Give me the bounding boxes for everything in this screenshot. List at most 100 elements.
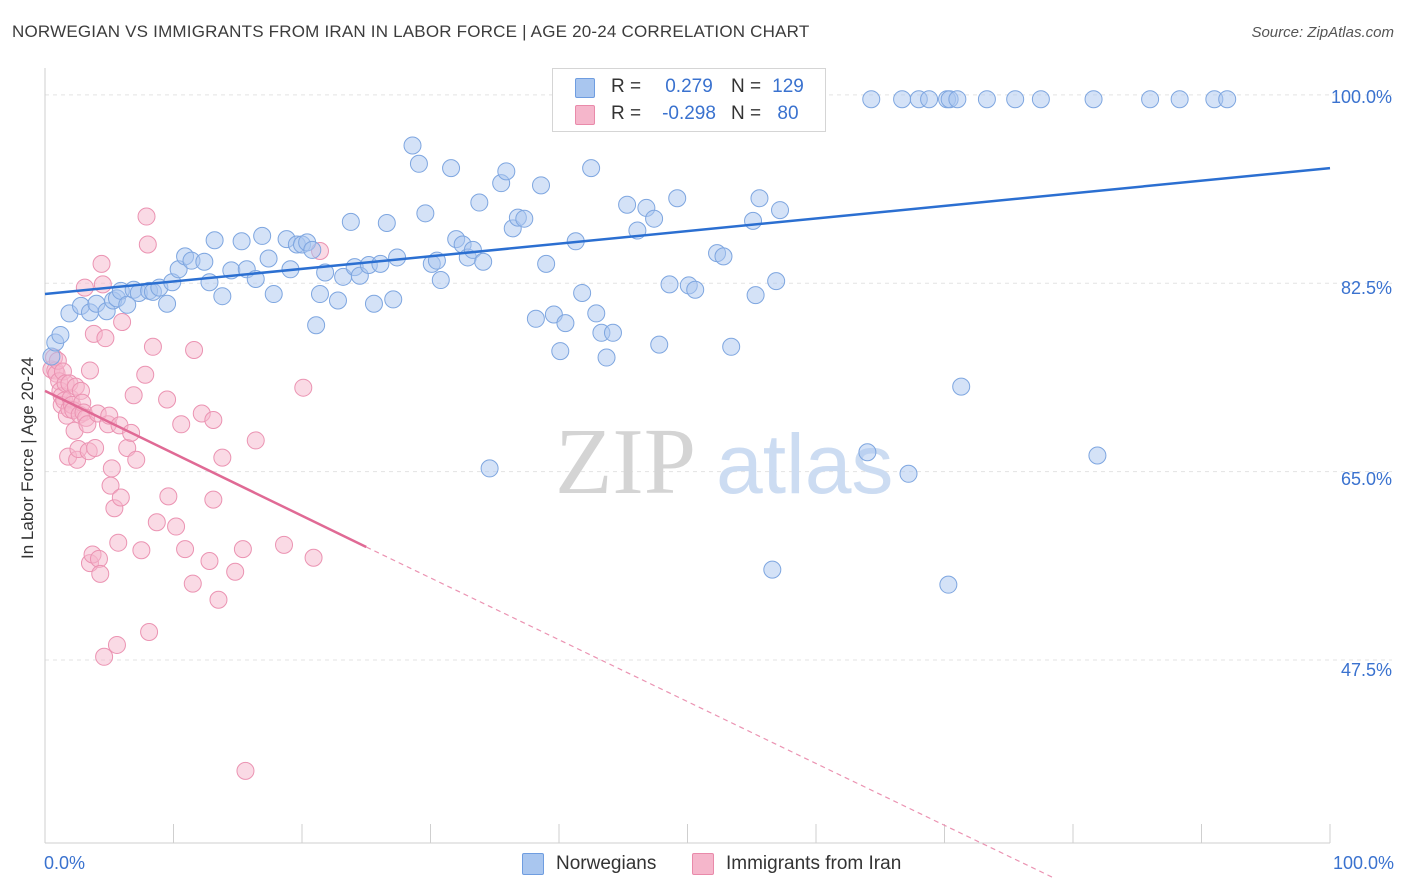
data-point-norwegians [259,249,278,268]
data-point-norwegians [497,162,516,181]
data-point-norwegians [1006,90,1025,109]
n-value: 80 [777,103,799,124]
data-point-iran [294,378,313,397]
data-point-norwegians [118,295,137,314]
data-point-iran [109,533,128,552]
watermark-atlas: atlas [716,417,893,511]
data-point-iran [127,450,146,469]
data-point-iran [113,313,132,332]
data-point-iran [111,488,130,507]
data-point-iran [80,361,99,380]
data-point-iran [159,487,178,506]
data-point-norwegians [650,335,669,354]
data-point-norwegians [1141,90,1160,109]
data-point-norwegians [51,325,70,344]
data-point-iran [183,574,202,593]
data-point-norwegians [409,154,428,173]
data-point-iran [136,365,155,384]
data-point-norwegians [763,560,782,579]
data-point-iran [158,390,177,409]
data-point-norwegians [303,240,322,259]
data-point-iran [75,278,94,297]
data-point-norwegians [556,314,575,333]
n-label: N = [731,76,762,97]
data-point-iran [236,761,255,780]
data-point-norwegians [480,459,499,478]
data-point-iran [204,490,223,509]
data-point-iran [200,551,219,570]
data-point-iran [91,564,110,583]
data-point-iran [95,647,114,666]
data-point-norwegians [686,280,705,299]
data-point-norwegians [744,211,763,230]
x-tick-label-max: 100.0% [1332,853,1394,873]
y-axis-label: In Labor Force | Age 20-24 [18,357,37,559]
r-value: 0.279 [665,76,713,97]
data-point-norwegians [587,304,606,323]
n-label: N = [731,103,762,124]
data-point-norwegians [573,283,592,302]
data-point-iran [246,431,265,450]
data-point-norwegians [862,90,881,109]
data-point-norwegians [264,285,283,304]
data-point-norwegians [660,275,679,294]
data-point-norwegians [597,348,616,367]
y-tick-label: 100.0% [1330,87,1392,107]
data-point-iran [176,540,195,559]
gridlines [45,94,1392,661]
legend-swatch-blue [575,78,595,98]
data-point-norwegians [1084,90,1103,109]
data-point-norwegians [515,209,534,228]
data-point-norwegians [551,342,570,361]
n-value: 129 [772,76,804,97]
data-point-norwegians [253,226,272,245]
data-point-norwegians [939,575,958,594]
data-point-norwegians [474,252,493,271]
data-point-norwegians [767,272,786,291]
data-point-norwegians [714,247,733,266]
data-point-iran [143,337,162,356]
data-point-iran [92,254,111,273]
trend-lines [44,166,1331,880]
data-point-iran [132,541,151,560]
data-point-norwegians [416,204,435,223]
data-point-iran [93,275,112,294]
data-point-norwegians [442,159,461,178]
data-point-norwegians [1170,90,1189,109]
data-point-norwegians [341,212,360,231]
legend-label: Immigrants from Iran [726,853,902,874]
series-iran-points [42,207,329,780]
y-tick-label: 47.5% [1340,660,1392,680]
data-point-norwegians [603,323,622,342]
data-point-norwegians [307,316,326,335]
data-point-norwegians [388,248,407,267]
legend-swatch-pink [692,853,714,875]
data-point-norwegians [618,195,637,214]
data-point-norwegians [470,193,489,212]
data-point-norwegians [526,309,545,328]
data-point-norwegians [948,90,967,109]
watermark-zip: ZIP [555,410,696,514]
data-point-iran [233,540,252,559]
data-point-norwegians [746,286,765,305]
data-point-norwegians [750,189,769,208]
data-point-norwegians [463,240,482,259]
trend-line-iran [44,389,367,549]
data-point-norwegians [645,209,664,228]
data-point-norwegians [310,285,329,304]
data-point-norwegians [377,214,396,232]
data-point-iran [138,235,157,254]
data-point-norwegians [195,252,214,271]
data-point-norwegians [977,90,996,109]
data-point-iran [89,549,108,568]
data-point-norwegians [1218,90,1237,109]
data-point-norwegians [364,294,383,313]
r-label: R = [611,76,642,97]
data-point-iran [107,635,126,654]
data-point-norwegians [403,136,422,155]
data-point-norwegians [893,90,912,109]
y-tick-label: 65.0% [1340,469,1392,489]
data-point-norwegians [328,291,347,310]
data-point-norwegians [537,254,556,273]
